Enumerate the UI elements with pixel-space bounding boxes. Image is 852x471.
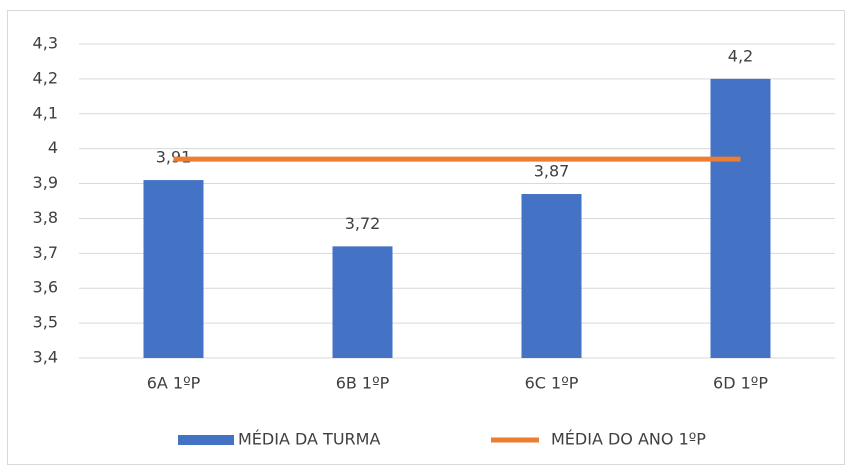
- bar: [332, 246, 393, 358]
- x-tick-label: 6A 1ºP: [147, 374, 201, 393]
- x-tick-label: 6C 1ºP: [525, 374, 579, 393]
- data-label: 4,2: [728, 46, 753, 65]
- y-tick-label: 3,7: [33, 243, 58, 262]
- legend-swatch: [178, 435, 234, 445]
- y-tick-label: 4,2: [33, 68, 58, 87]
- y-tick-label: 3,4: [33, 348, 58, 367]
- bar: [143, 180, 204, 358]
- y-tick-label: 3,8: [33, 208, 58, 227]
- y-tick-label: 4,3: [33, 34, 58, 53]
- legend-label: MÉDIA DO ANO 1ºP: [551, 430, 706, 449]
- y-tick-label: 3,9: [33, 173, 58, 192]
- bar: [710, 78, 771, 358]
- y-tick-label: 3,6: [33, 278, 58, 297]
- data-label: 3,72: [345, 214, 381, 233]
- x-tick-label: 6B 1ºP: [336, 374, 390, 393]
- y-tick-label: 3,5: [33, 313, 58, 332]
- y-tick-label: 4: [48, 138, 58, 157]
- data-label: 3,87: [534, 162, 570, 181]
- legend-label: MÉDIA DA TURMA: [238, 430, 380, 449]
- x-tick-label: 6D 1ºP: [713, 374, 768, 393]
- y-tick-label: 4,1: [33, 103, 58, 122]
- bar: [521, 194, 582, 358]
